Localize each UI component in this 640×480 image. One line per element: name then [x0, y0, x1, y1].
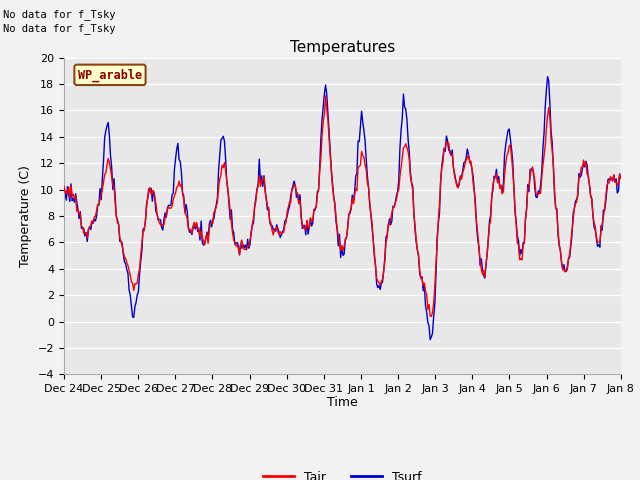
Text: No data for f_Tsky: No data for f_Tsky — [3, 23, 116, 34]
Y-axis label: Temperature (C): Temperature (C) — [19, 165, 32, 267]
Text: WP_arable: WP_arable — [78, 68, 142, 82]
X-axis label: Time: Time — [327, 396, 358, 408]
Legend: Tair, Tsurf: Tair, Tsurf — [258, 466, 427, 480]
Title: Temperatures: Temperatures — [290, 40, 395, 55]
Text: No data for f_Tsky: No data for f_Tsky — [3, 9, 116, 20]
